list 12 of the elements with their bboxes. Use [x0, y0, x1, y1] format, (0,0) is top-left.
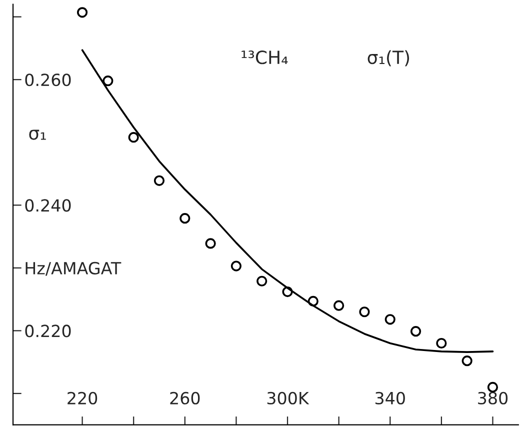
x-tick-label: 380 — [478, 392, 508, 404]
y-tick-label: 0.240 — [25, 199, 71, 212]
x-tick-label: 260 — [170, 392, 200, 404]
x-tick-label: 340 — [375, 392, 405, 404]
x-tick-label: 220 — [68, 392, 98, 404]
y-axis-title: σ₁ — [29, 130, 46, 140]
x-tick-label: 300K — [267, 392, 310, 404]
y-tick-label: 0.260 — [25, 74, 71, 86]
annotation: ¹³CH₄ — [242, 50, 288, 64]
y-tick-label: 0.220 — [25, 324, 71, 338]
y-tick-label: Hz/AMAGAT — [26, 262, 122, 276]
annotation: σ₁(T) — [368, 50, 410, 66]
